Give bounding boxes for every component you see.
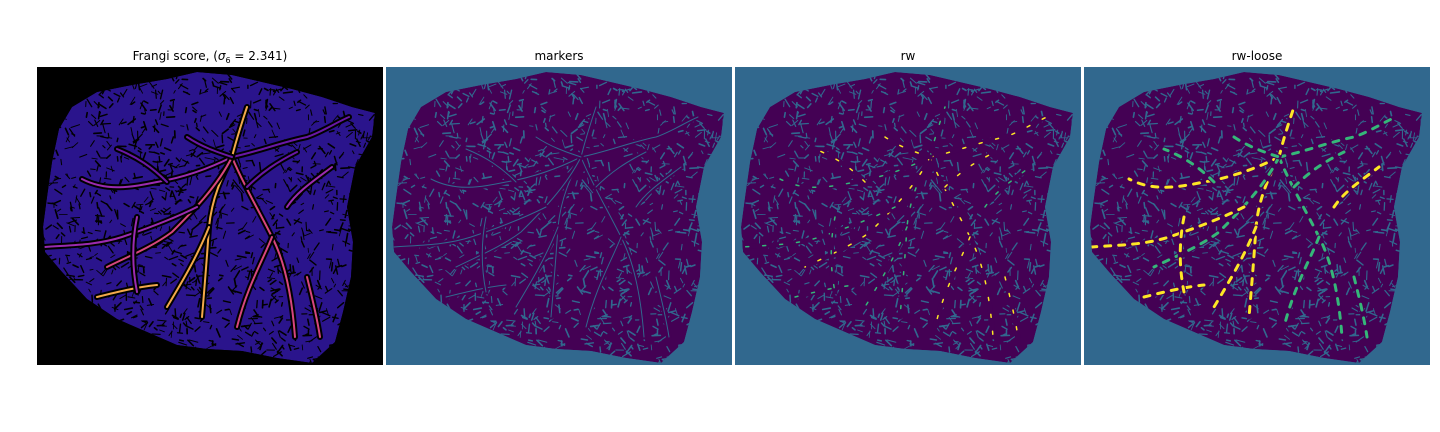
vessel-network xyxy=(43,104,352,340)
title-frangi-sigma: σ xyxy=(217,49,226,63)
frangi-image-canvas xyxy=(37,67,383,365)
rw-loose-image xyxy=(1084,67,1430,365)
markers-image xyxy=(386,67,732,365)
rw-loose-image-canvas xyxy=(1084,67,1430,365)
title-frangi-main: Frangi score, ( xyxy=(132,49,218,63)
panel-title-rw: rw xyxy=(900,49,916,63)
panel-title-rw-loose: rw-loose xyxy=(1231,49,1283,63)
frangi-image xyxy=(37,67,383,365)
tissue-region xyxy=(741,72,1073,363)
vessel-network xyxy=(1090,104,1399,340)
rw-image xyxy=(735,67,1081,365)
title-frangi-sub: 6 xyxy=(225,56,231,65)
vessel-network xyxy=(741,104,1050,340)
panel-title-frangi: Frangi score, (σ6 = 2.341) xyxy=(37,49,383,65)
markers-image-canvas xyxy=(386,67,732,365)
rw-image-canvas xyxy=(735,67,1081,365)
panel-title-markers: markers xyxy=(534,49,584,63)
vessel-network xyxy=(392,104,701,340)
title-frangi-tail: = 2.341) xyxy=(230,49,288,63)
